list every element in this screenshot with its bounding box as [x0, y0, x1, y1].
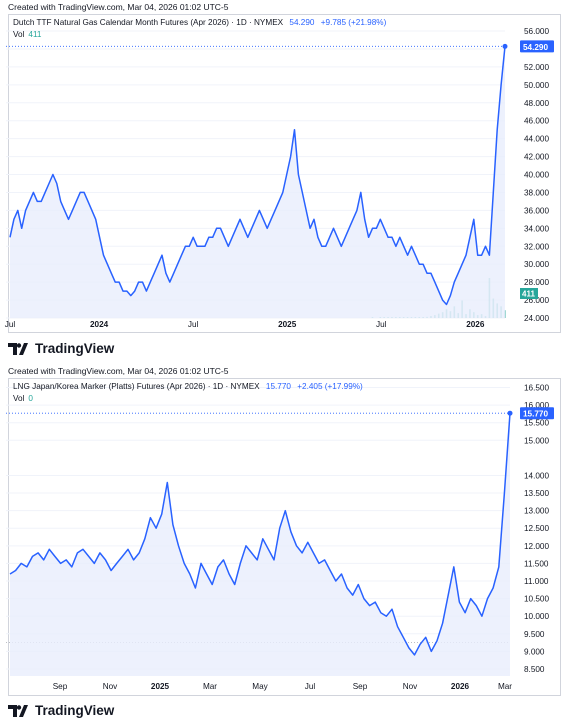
tradingview-logo[interactable]: TradingView [8, 341, 114, 356]
y-tick-label: 36.000 [524, 206, 549, 215]
x-tick-label: Mar [203, 682, 217, 691]
y-tick-label: 8.500 [524, 665, 545, 674]
chart-panel-lng: Created with TradingView.com, Mar 04, 20… [0, 364, 567, 728]
y-tick-label: 42.000 [524, 153, 549, 162]
y-tick-label: 16.500 [524, 384, 549, 393]
y-tick-label: 11.000 [524, 577, 549, 586]
created-caption: Created with TradingView.com, Mar 04, 20… [8, 366, 229, 376]
x-tick-label: 2024 [90, 320, 109, 329]
legend: Dutch TTF Natural Gas Calendar Month Fut… [13, 18, 386, 27]
y-tick-label: 46.000 [524, 117, 549, 126]
y-tick-label: 14.000 [524, 471, 549, 480]
y-tick-label: 11.500 [524, 559, 549, 568]
series-area [10, 46, 505, 319]
y-tick-label: 38.000 [524, 188, 549, 197]
volume-badge [520, 288, 538, 299]
y-tick-label: 26.000 [524, 296, 549, 305]
legend-title: Dutch TTF Natural Gas Calendar Month Fut… [13, 18, 284, 27]
legend: LNG Japan/Korea Marker (Platts) Futures … [13, 382, 363, 391]
volume-legend: Vol 411 [13, 30, 41, 39]
legend-last-value: 54.290 [289, 18, 315, 27]
x-tick-label: Nov [403, 682, 418, 691]
legend-change: +2.405 (+17.99%) [297, 382, 363, 391]
y-tick-label: 52.000 [524, 63, 549, 72]
chart-svg: 16.500 16.000 15.500 15.000 14.000 13.500 13.0… [6, 384, 554, 691]
last-value-badge [520, 40, 554, 53]
vol-value: 411 [28, 30, 42, 39]
y-tick-label: 40.000 [524, 171, 549, 180]
created-caption: Created with TradingView.com, Mar 04, 20… [8, 2, 229, 12]
y-tick-label: 13.000 [524, 507, 549, 516]
tradingview-icon [8, 704, 28, 717]
x-tick-label: 2026 [466, 320, 485, 329]
tradingview-logo[interactable]: TradingView [8, 703, 114, 718]
x-tick-label: Nov [103, 682, 118, 691]
last-value-badge [520, 407, 554, 420]
y-tick-label: 9.000 [524, 647, 545, 656]
last-point [507, 410, 513, 416]
y-tick-label: 13.500 [524, 489, 549, 498]
series-area [10, 413, 510, 676]
last-value-badge-text: 15.770 [523, 410, 548, 419]
last-point [502, 43, 508, 49]
x-tick-label: 2025 [151, 682, 170, 691]
y-tick-label: 15.500 [524, 419, 549, 428]
chart-svg: 56.00054.00052.00050.00048.00046.00044.0… [5, 27, 554, 329]
legend-title: LNG Japan/Korea Marker (Platts) Futures … [13, 382, 260, 391]
chart-panel-ttf: Created with TradingView.com, Mar 04, 20… [5, 2, 561, 356]
x-tick-label: 2025 [278, 320, 297, 329]
y-tick-label: 56.000 [524, 27, 549, 36]
y-tick-label: 34.000 [524, 224, 549, 233]
legend-change: +9.785 (+21.98%) [320, 18, 387, 27]
y-tick-label: 24.000 [524, 314, 549, 323]
y-tick-label: 48.000 [524, 99, 549, 108]
tradingview-icon [8, 342, 28, 355]
vol-label: Vol [13, 394, 25, 403]
x-tick-label: Mar [498, 682, 512, 691]
y-tick-label: 12.500 [524, 524, 549, 533]
y-tick-label: 16.000 [524, 401, 549, 410]
y-tick-label: 10.000 [524, 612, 549, 621]
brand-text: TradingView [35, 341, 115, 356]
series-line [9, 413, 511, 656]
y-tick-label: 32.000 [524, 242, 549, 251]
x-tick-label: Sep [353, 682, 368, 691]
volume-badge-text: 411 [522, 290, 535, 299]
x-tick-label: Sep [53, 682, 68, 691]
x-tick-label: Jul [188, 320, 199, 329]
vol-value: 0 [28, 394, 33, 403]
x-tick-label: Jul [305, 682, 316, 691]
y-tick-label: 28.000 [524, 278, 549, 287]
volume-legend: Vol 0 [13, 394, 33, 403]
x-tick-label: May [252, 682, 268, 691]
y-tick-label: 10.500 [524, 595, 549, 604]
last-value-badge-text: 54.290 [523, 43, 548, 52]
y-tick-label: 15.000 [524, 436, 549, 445]
x-tick-label: Jul [5, 320, 16, 329]
y-tick-label: 44.000 [524, 135, 549, 144]
x-tick-label: Jul [376, 320, 387, 329]
y-tick-label: 12.000 [524, 542, 549, 551]
brand-text: TradingView [35, 703, 115, 718]
series-line [9, 46, 506, 306]
vol-label: Vol [13, 30, 25, 39]
legend-last-value: 15.770 [265, 382, 291, 391]
y-tick-label: 50.000 [524, 81, 549, 90]
y-tick-label: 30.000 [524, 260, 549, 269]
x-tick-label: 2026 [451, 682, 470, 691]
y-tick-label: 9.500 [524, 630, 545, 639]
